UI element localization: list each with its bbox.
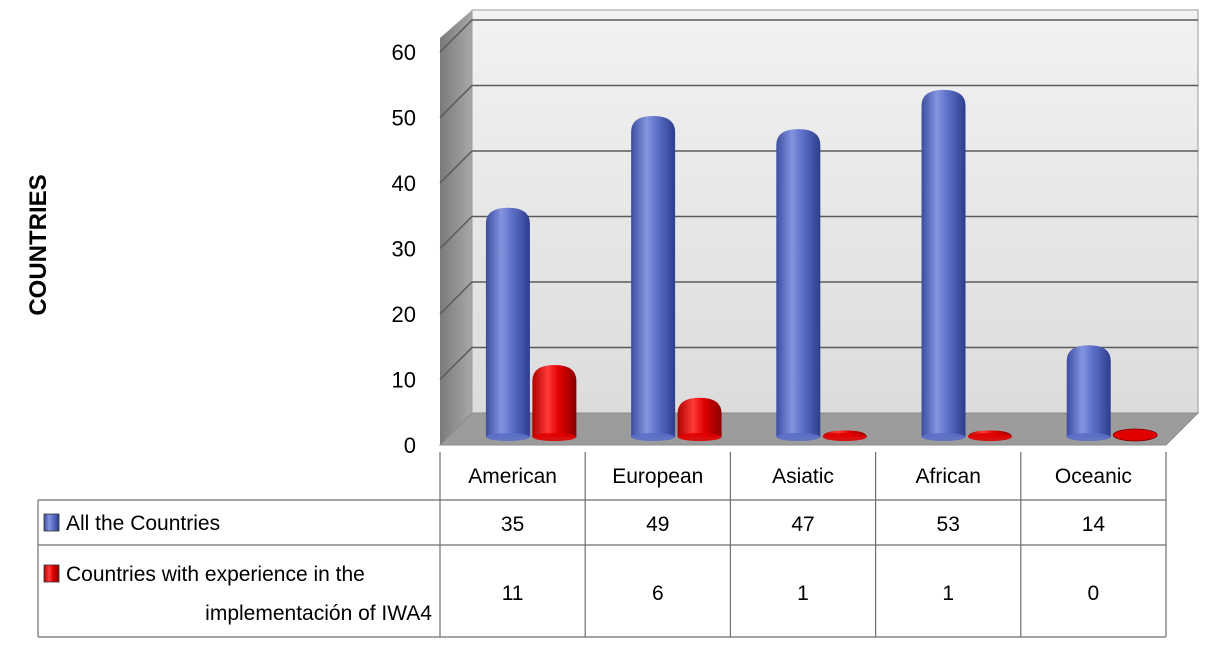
y-tick-label: 60 [392, 40, 416, 65]
legend-key [43, 513, 60, 532]
y-axis-title: COUNTRIES [25, 174, 52, 315]
bar [967, 430, 1012, 441]
bar [822, 430, 867, 441]
data-label: 35 [501, 513, 524, 536]
y-tick-label: 10 [392, 368, 416, 393]
legend-label: All the Countries [66, 512, 220, 535]
y-tick-label: 50 [392, 106, 416, 131]
side-wall [440, 10, 472, 445]
category-label: African [916, 465, 981, 488]
category-label: American [468, 465, 557, 488]
data-table: American European Asiatic African Oceanic All… [37, 452, 1167, 638]
data-label: 49 [646, 513, 669, 536]
bar [677, 397, 722, 441]
data-label: 14 [1082, 513, 1106, 536]
bar [485, 207, 530, 441]
bar [921, 89, 966, 441]
data-label: 47 [791, 513, 814, 536]
bar [631, 116, 676, 441]
category-label: Oceanic [1055, 465, 1132, 488]
bar [1066, 345, 1111, 441]
legend-label: Countries with experience in the [66, 563, 365, 586]
data-label: 11 [502, 582, 524, 605]
category-label: Asiatic [772, 465, 834, 488]
gridline [439, 84, 1198, 119]
data-label: 6 [652, 582, 664, 605]
bar [776, 129, 821, 441]
bar [532, 364, 577, 441]
bars [485, 89, 1158, 442]
legend-key [43, 564, 60, 583]
legend-label: implementación of IWA4 [205, 602, 432, 625]
gridline [439, 19, 1198, 53]
bar [1112, 428, 1158, 442]
data-label: 1 [797, 582, 809, 605]
data-label: 1 [942, 582, 954, 605]
y-axis: 0 10 20 30 40 50 60 [392, 40, 416, 458]
y-tick-label: 20 [392, 302, 416, 327]
y-tick-label: 0 [404, 433, 416, 458]
back-wall [471, 9, 1199, 414]
category-label: European [612, 465, 703, 488]
data-label: 0 [1088, 582, 1100, 605]
plot-walls [438, 9, 1200, 446]
data-label: 53 [937, 513, 960, 536]
y-tick-label: 30 [392, 237, 416, 262]
y-tick-label: 40 [392, 171, 416, 196]
